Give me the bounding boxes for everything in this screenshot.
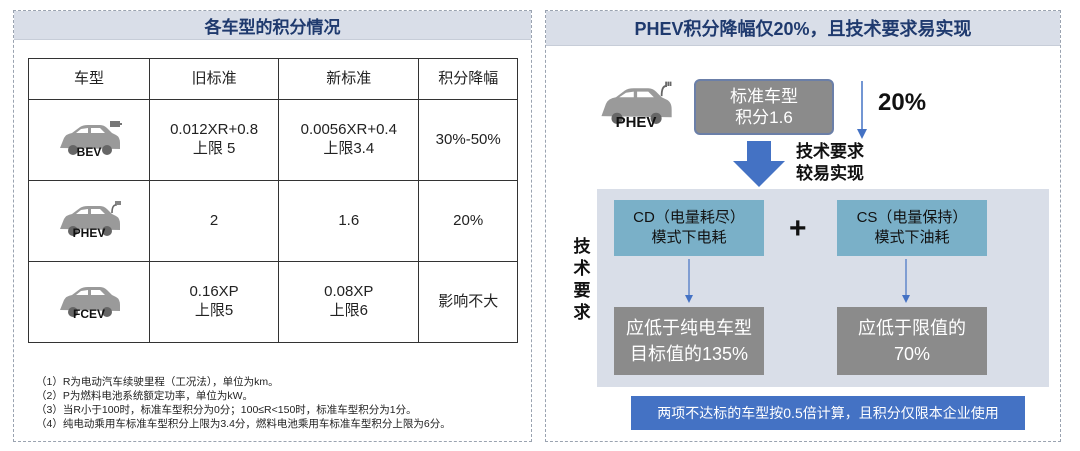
standard-credit-box: 标准车型 积分1.6 xyxy=(694,79,834,135)
easy-note: 技术要求 较易实现 xyxy=(796,142,864,183)
cs-target-box: 应低于限值的 70% xyxy=(837,307,987,375)
bev-drop: 30%-50% xyxy=(418,99,518,181)
tech-requirement-label: 技 术 要 求 xyxy=(573,237,591,322)
header-vehicle: 车型 xyxy=(28,58,150,100)
cd-arrow-icon xyxy=(685,259,693,303)
bev-label: BEV xyxy=(76,145,102,159)
phev-car-icon: PHEV xyxy=(54,199,124,243)
header-old-standard: 旧标准 xyxy=(148,58,280,100)
fcev-car-icon: FCEV xyxy=(54,280,124,324)
cd-target-box: 应低于纯电车型 目标值的135% xyxy=(614,307,764,375)
decrease-arrow-icon xyxy=(857,81,867,139)
credit-table-panel: 各车型的积分情况 车型 旧标准 新标准 积分降幅 BEV xyxy=(13,10,532,442)
phev-large-car-icon: PHEV xyxy=(597,77,675,133)
right-panel-title: PHEV积分降幅仅20%，且技术要求易实现 xyxy=(546,11,1060,46)
header-new-standard: 新标准 xyxy=(278,58,420,100)
fcev-drop: 影响不大 xyxy=(418,261,518,343)
cs-mode-box: CS（电量保持） 模式下油耗 xyxy=(837,200,987,256)
fcev-new: 0.08XP 上限6 xyxy=(278,261,420,343)
phev-old: 2 xyxy=(148,180,280,262)
phev-new: 1.6 xyxy=(278,180,420,262)
phev-panel: PHEV积分降幅仅20%，且技术要求易实现 PHEV 标准车型 积分1.6 20… xyxy=(545,10,1061,442)
phev-label: PHEV xyxy=(72,226,106,240)
footnotes: （1）R为电动汽车续驶里程（工况法），单位为km。 （2）P为燃料电池系统额定功… xyxy=(36,375,451,431)
drop-percent: 20% xyxy=(878,89,927,116)
footnote-1: （1）R为电动汽车续驶里程（工况法），单位为km。 xyxy=(36,376,279,388)
header-credit-drop: 积分降幅 xyxy=(418,58,518,100)
cs-arrow-icon xyxy=(902,259,910,303)
footnote-4: （4）纯电动乘用车标准车型积分上限为3.4分，燃料电池乘用车标准车型积分上限为6… xyxy=(36,418,451,430)
credit-table: 车型 旧标准 新标准 积分降幅 BEV 0.012XR+0.8 上 xyxy=(28,58,518,343)
bev-old: 0.012XR+0.8 上限 5 xyxy=(148,99,280,181)
bev-new: 0.0056XR+0.4 上限3.4 xyxy=(278,99,420,181)
bottom-note-bar: 两项不达标的车型按0.5倍计算，且积分仅限本企业使用 xyxy=(631,396,1025,430)
fcev-label: FCEV xyxy=(72,307,105,321)
cd-mode-box: CD（电量耗尽） 模式下电耗 xyxy=(614,200,764,256)
phev-large-label: PHEV xyxy=(615,114,657,131)
plus-sign: + xyxy=(789,212,807,245)
table-row: PHEV 2 1.6 20% xyxy=(28,180,518,262)
footnote-2: （2）P为燃料电池系统额定功率，单位为kW。 xyxy=(36,390,254,402)
table-row: BEV 0.012XR+0.8 上限 5 0.0056XR+0.4 上限3.4 … xyxy=(28,99,518,181)
phev-drop: 20% xyxy=(418,180,518,262)
left-panel-title: 各车型的积分情况 xyxy=(14,11,531,40)
table-row: FCEV 0.16XP 上限5 0.08XP 上限6 影响不大 xyxy=(28,261,518,343)
table-header-row: 车型 旧标准 新标准 积分降幅 xyxy=(28,58,518,100)
fcev-old: 0.16XP 上限5 xyxy=(148,261,280,343)
big-down-arrow-icon xyxy=(733,141,785,187)
footnote-3: （3）当R小于100时，标准车型积分为0分；100≤R<150时，标准车型积分为… xyxy=(36,404,417,416)
bev-car-icon: BEV xyxy=(54,118,124,162)
